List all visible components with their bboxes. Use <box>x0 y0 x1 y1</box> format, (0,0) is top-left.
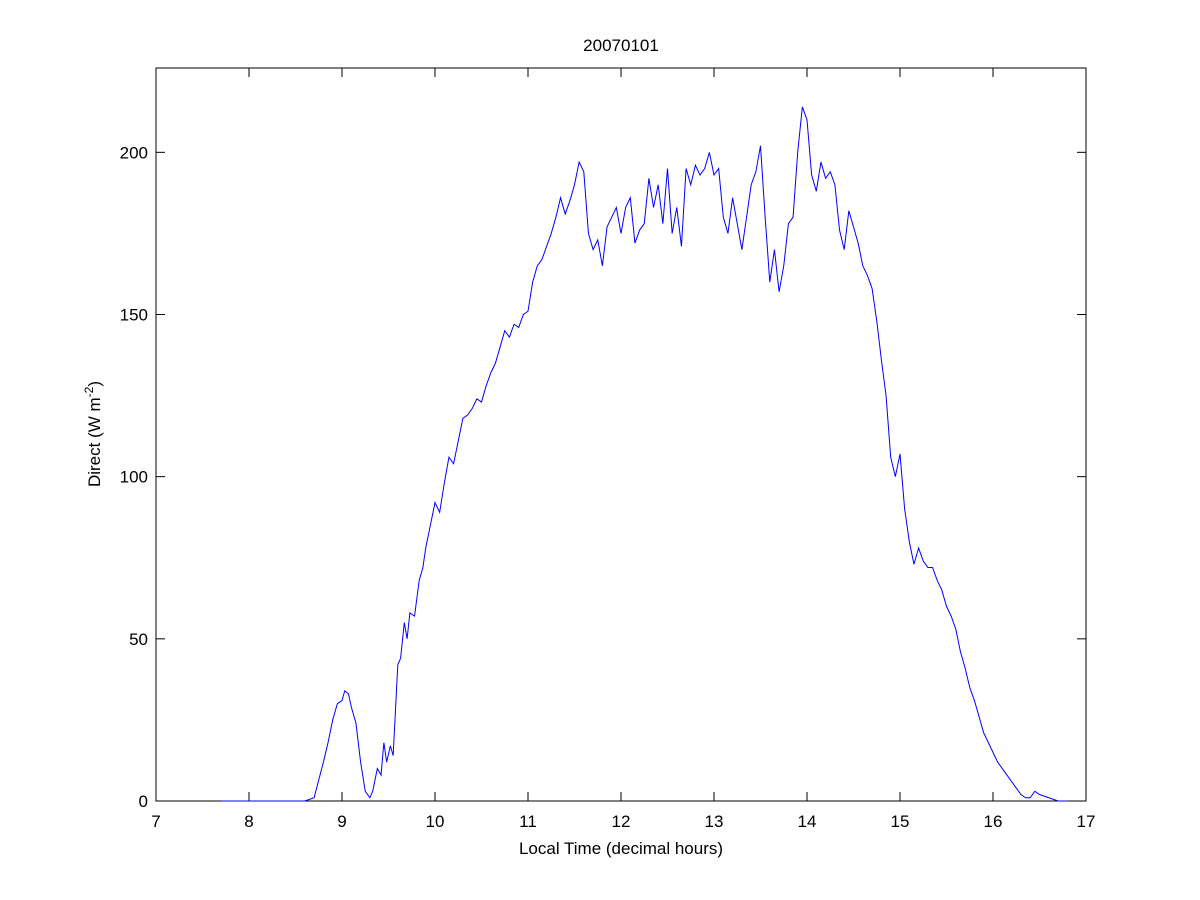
x-tick-label: 13 <box>705 812 724 831</box>
y-tick-label: 150 <box>120 305 148 324</box>
x-tick-label: 9 <box>337 812 346 831</box>
y-axis-label-suffix: ) <box>85 381 104 387</box>
x-tick-label: 14 <box>798 812 817 831</box>
x-tick-label: 16 <box>984 812 1003 831</box>
y-tick-label: 0 <box>139 792 148 811</box>
x-tick-label: 17 <box>1077 812 1096 831</box>
y-axis-label-superscript: -2 <box>82 386 96 397</box>
y-axis-label: Direct (W m-2) <box>82 381 104 487</box>
x-tick-label: 8 <box>244 812 253 831</box>
x-tick-label: 12 <box>612 812 631 831</box>
y-tick-label: 100 <box>120 468 148 487</box>
data-line <box>221 106 1068 802</box>
plot-area <box>155 67 1087 802</box>
chart-title: 20070101 <box>583 36 659 55</box>
y-tick-label: 50 <box>129 630 148 649</box>
x-axis-label: Local Time (decimal hours) <box>519 839 723 858</box>
x-tick-label: 11 <box>519 812 537 831</box>
y-axis-label-text: Direct (W m <box>85 397 104 487</box>
x-tick-label: 7 <box>151 812 160 831</box>
x-tick-label: 15 <box>891 812 910 831</box>
y-tick-label: 200 <box>120 143 148 162</box>
x-tick-label: 10 <box>426 812 445 831</box>
